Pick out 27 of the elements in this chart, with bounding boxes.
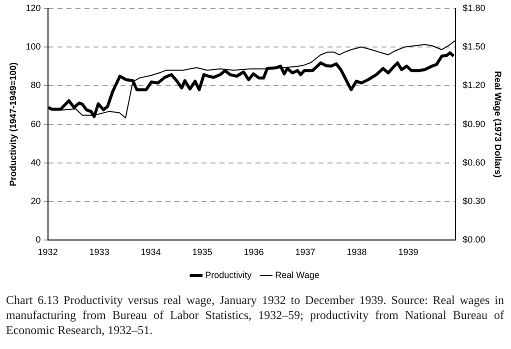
x-tick-label: 1932: [38, 247, 58, 258]
y-tick-label: 100: [26, 42, 41, 52]
y-axis-title: Productivity (1947-1949=100): [8, 62, 18, 186]
x-tick-label: 1936: [244, 247, 264, 258]
x-tick-label: 1938: [346, 247, 367, 258]
x-tick-label: 1939: [398, 247, 418, 258]
y2-tick-label: $0.90: [462, 118, 486, 129]
y2-tick-label: $0.00: [462, 234, 486, 245]
x-tick-label: 1933: [89, 247, 110, 258]
y-tick-label: 20: [30, 196, 41, 206]
y2-tick-label: $1.50: [462, 42, 486, 52]
x-tick-label: 1935: [192, 247, 212, 258]
y-tick-label: 0: [36, 234, 41, 245]
y-tick-label: 120: [26, 2, 41, 13]
y2-axis-title: Real Wage (1973 Dollars): [493, 70, 504, 178]
y2-tick-label: $1.80: [462, 2, 486, 13]
y-tick-label: 40: [30, 157, 41, 168]
y2-tick-label: $1.20: [462, 80, 486, 90]
caption: Chart 6.13 Productivity versus real wage, January 1932 to December 1939. Source: Real wages in manufacturing from Bureau of Labor Statistics, 1932–59; productivity from National Bureau of Economic Research, 1932–51.: [6, 293, 504, 338]
y-tick-label: 60: [30, 118, 41, 129]
x-tick-label: 1937: [295, 247, 316, 258]
y2-tick-label: $0.30: [462, 196, 486, 206]
x-tick-label: 1934: [140, 247, 161, 258]
y-tick-label: 80: [30, 80, 41, 90]
legend-label: Productivity: [205, 270, 252, 280]
y2-tick-label: $0.60: [462, 157, 486, 168]
legend-label: Real Wage: [275, 270, 320, 280]
